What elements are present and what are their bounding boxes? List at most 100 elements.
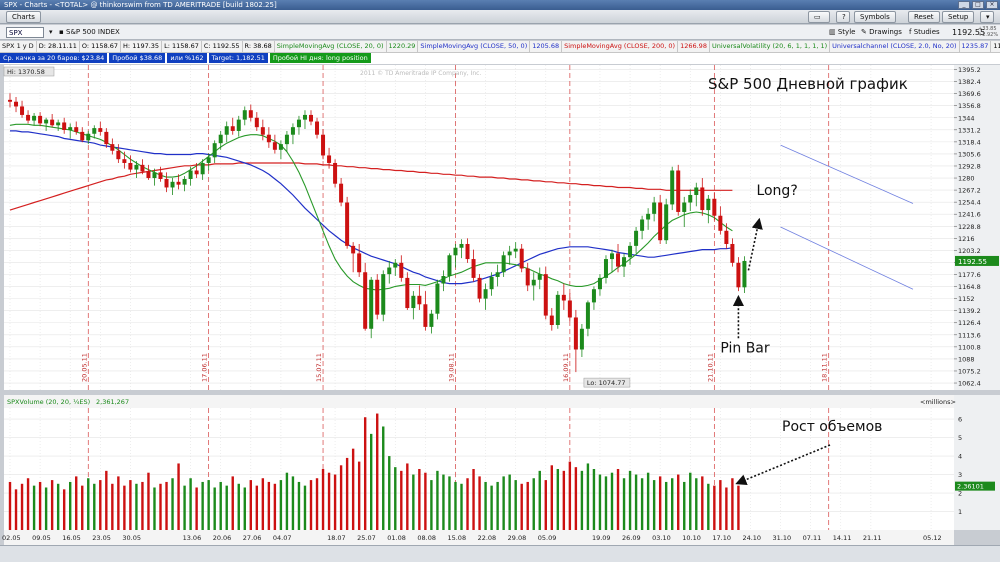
sma200-line <box>9 162 733 211</box>
volume-bar <box>38 481 42 530</box>
candle-up <box>603 259 608 278</box>
volume-units-label: <millions> <box>920 398 956 406</box>
candle-up <box>206 157 211 163</box>
price-tick-label: 1267.2 <box>958 187 981 195</box>
candle-up <box>640 219 645 231</box>
symbols-button[interactable]: Symbols <box>854 11 896 23</box>
price-tick-label: 1177.6 <box>958 271 981 279</box>
volume-bar <box>460 483 463 530</box>
period-marker-label: 20.05.11 <box>80 353 88 382</box>
candle-down <box>146 171 151 179</box>
candle-up <box>628 245 633 258</box>
universal-volatility-label[interactable]: UniversalVolatility (20, 6, 1, 1, 1, 1) <box>710 41 831 52</box>
symbol-input[interactable]: SPX <box>6 27 44 38</box>
drawings-button[interactable]: ✎ Drawings <box>858 27 905 38</box>
candle-up <box>278 144 283 150</box>
candle-down <box>573 317 578 350</box>
volume-bar <box>32 485 36 530</box>
candle-down <box>26 114 31 121</box>
charts-tab[interactable]: Charts <box>6 11 41 23</box>
candle-up <box>447 255 452 277</box>
volume-bar <box>195 487 198 530</box>
symbol-dropdown-icon[interactable]: ▾ <box>49 28 53 36</box>
volume-bar <box>622 478 626 530</box>
restore-view-button[interactable]: ▭ <box>808 11 830 23</box>
volume-bar <box>442 474 445 530</box>
candle-up <box>188 170 193 179</box>
volume-bar <box>388 456 391 530</box>
reset-button[interactable]: Reset <box>908 11 940 23</box>
price-tick-label: 1369.6 <box>958 90 981 98</box>
menu-icon[interactable]: ▾ <box>980 11 994 23</box>
maximize-icon[interactable]: □ <box>972 1 984 9</box>
universal-channel-label[interactable]: Universalchannel (CLOSE, 2.0, No, 20) <box>830 41 960 52</box>
minimize-icon[interactable]: _ <box>958 1 970 9</box>
help-icon[interactable]: ? <box>836 11 850 23</box>
candle-up <box>610 253 614 260</box>
candle-up <box>411 295 416 309</box>
candle-up <box>296 119 301 128</box>
candle-up <box>290 127 295 135</box>
time-tick-label: 27.06 <box>243 534 262 542</box>
studies-button[interactable]: f Studies <box>906 27 943 38</box>
setup-button[interactable]: Setup <box>942 11 975 23</box>
price-tick-label: 1164.8 <box>958 283 981 291</box>
price-tick-label: 1254.4 <box>958 199 981 207</box>
candle-up <box>381 274 386 315</box>
price-tick-label: 1292.8 <box>958 162 981 170</box>
volume-growth-annotation: Рост объемов <box>782 419 882 435</box>
volume-bar <box>701 476 704 530</box>
bar-open: O: 1158.67 <box>80 41 122 52</box>
candle-up <box>429 313 434 327</box>
style-button[interactable]: ▥ Style <box>826 27 858 38</box>
time-tick-label: 17.10 <box>712 534 731 542</box>
last-price-tag-label: 1192.55 <box>958 258 987 266</box>
sma20-label[interactable]: SimpleMovingAvg (CLOSE, 20, 0) <box>275 41 387 52</box>
volume-bar <box>123 485 126 530</box>
volume-bar <box>490 485 493 530</box>
volume-bar <box>297 481 301 530</box>
candle-up <box>56 122 61 126</box>
candle-down <box>549 315 554 325</box>
volume-tick-label: 5 <box>958 434 962 442</box>
candle-up <box>218 134 223 144</box>
volume-study-label: SPXVolume (20, 20, ¼ES) <box>7 398 90 406</box>
lo-label: Lo: 1074.77 <box>587 379 626 387</box>
main-toolbar: Charts ▭ ? Symbols Reset Setup ▾ <box>0 10 1000 24</box>
candle-up <box>688 195 693 203</box>
drawings-icon: ✎ <box>861 28 867 36</box>
candle-down <box>375 279 380 315</box>
sma200-label[interactable]: SimpleMovingAvg (CLOSE, 200, 0) <box>562 41 679 52</box>
candle-down <box>74 127 79 132</box>
time-scrollbar[interactable] <box>0 545 1000 562</box>
volume-bar <box>327 472 331 530</box>
volume-bar <box>267 481 271 530</box>
volume-tick-label: 1 <box>958 508 962 516</box>
symbol-period[interactable]: SPX 1 y D <box>0 41 37 52</box>
volume-bar <box>598 474 602 530</box>
sma50-label[interactable]: SimpleMovingAvg (CLOSE, 50, 0) <box>418 41 531 52</box>
volume-bar <box>484 481 487 530</box>
price-tick-label: 1088 <box>958 355 975 363</box>
candle-down <box>8 99 12 102</box>
close-icon[interactable]: × <box>986 1 998 9</box>
candle-down <box>351 245 356 254</box>
volume-study-value: 2,361,267 <box>96 398 129 406</box>
studies-icon: f <box>909 28 912 36</box>
candle-up <box>369 279 374 329</box>
time-tick-label: 20.06 <box>213 534 232 542</box>
style-icon: ▥ <box>829 28 836 36</box>
candle-up <box>236 119 241 131</box>
candle-down <box>110 144 115 151</box>
volume-bar <box>291 476 295 530</box>
chart-area[interactable]: 1395.2 1382.4 1369.6 1356.8 1344 1331.2 1318.4… <box>0 53 1000 545</box>
candle-up <box>591 289 596 303</box>
candle-down <box>260 127 265 135</box>
candle-down <box>321 134 326 156</box>
link-icon[interactable]: ▪ <box>59 28 64 36</box>
price-tick-label: 1280 <box>958 175 975 183</box>
volume-bar <box>129 480 132 530</box>
candle-down <box>128 162 133 170</box>
volume-bar <box>508 474 511 530</box>
volume-bar <box>472 469 475 530</box>
